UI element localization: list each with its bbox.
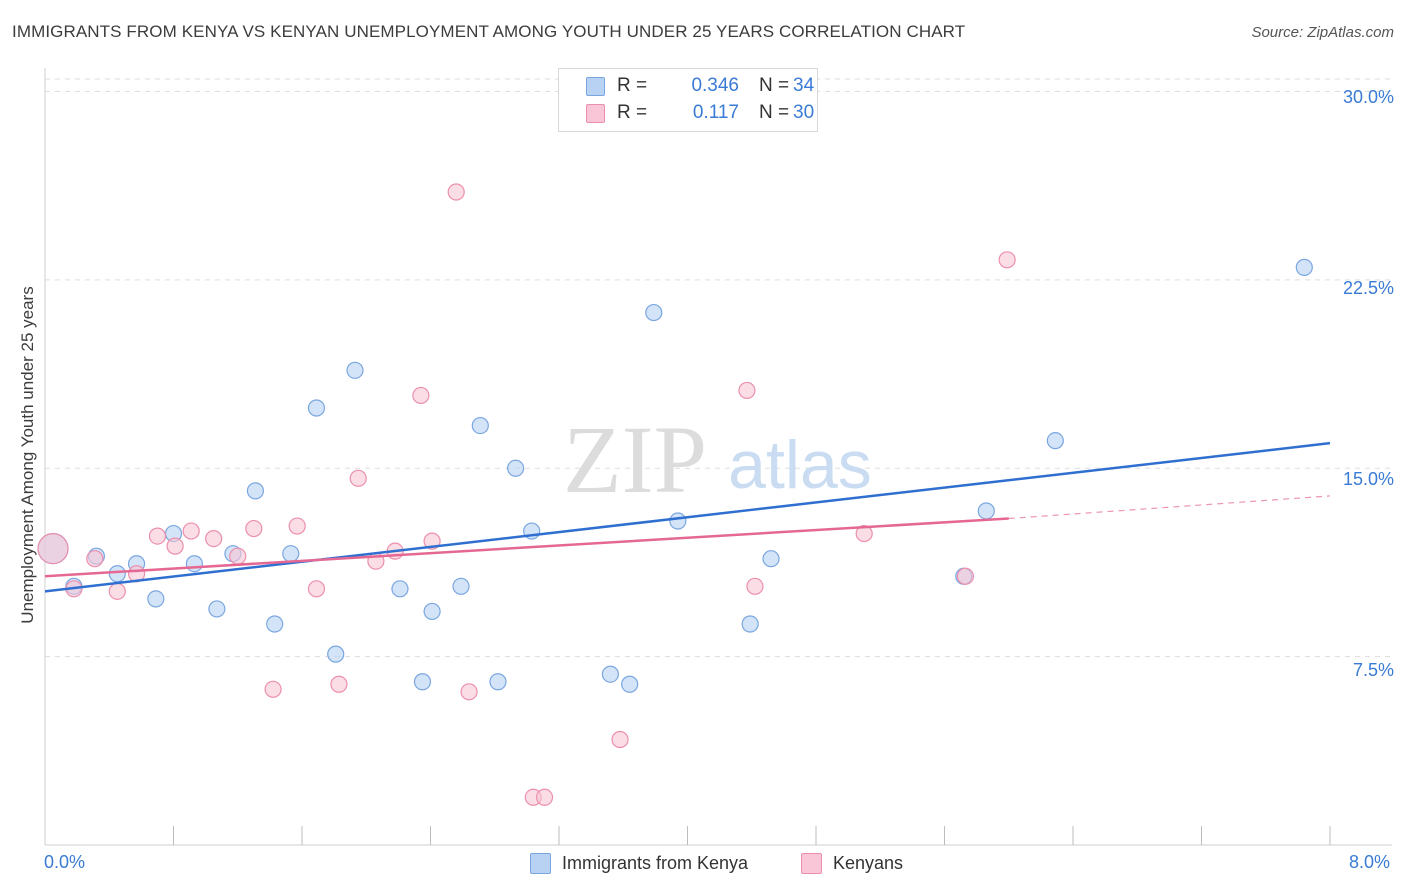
kenya-immigrant-point — [423, 602, 441, 621]
data-points — [37, 183, 1313, 806]
bottom-legend-label: Kenyans — [833, 853, 904, 873]
kenyans-trend-extension — [1008, 495, 1331, 520]
legend-r-value: 0.117 — [692, 102, 739, 123]
axes — [44, 68, 1392, 846]
kenyans-point — [460, 683, 478, 701]
kenya-immigrant-point — [621, 675, 639, 693]
kenyans-point — [349, 469, 367, 487]
kenya-immigrant-point — [266, 615, 284, 633]
kenya-immigrant-point — [471, 416, 489, 435]
kenyans-trend-line — [44, 517, 1009, 578]
kenyans-point — [330, 675, 348, 693]
kenya-immigrant-point — [327, 645, 345, 663]
legend-n-label: N = — [759, 102, 790, 123]
kenyans-point — [746, 577, 764, 595]
kenyans-point — [447, 183, 465, 201]
kenyans-point — [108, 582, 126, 600]
kenya-immigrant-point — [147, 590, 165, 608]
kenya-immigrant-point — [762, 550, 780, 568]
chart-source: Source: ZipAtlas.com — [1251, 24, 1394, 41]
kenya-immigrant-point — [669, 512, 687, 530]
grid-lines — [45, 78, 1392, 658]
kenya-immigrant-point — [391, 580, 409, 598]
kenyans-point — [307, 580, 326, 598]
kenya-immigrant-point — [601, 665, 620, 683]
kenyans-point — [288, 517, 306, 535]
kenya-immigrant-point — [346, 361, 364, 379]
legend-swatch-blue — [586, 77, 605, 96]
bottom-legend-swatch-pink — [801, 853, 822, 874]
y-axis-label: Unemployment Among Youth under 25 years — [18, 286, 37, 624]
kenya-immigrant-point — [282, 545, 300, 563]
kenya-immigrant-point — [246, 482, 265, 500]
kenya-immigrant-point — [452, 577, 470, 595]
kenyans-point — [611, 730, 629, 749]
kenya-immigrant-point — [413, 673, 432, 691]
y-tick-label-7-5: 7.5% — [1352, 660, 1394, 680]
kenyans-point — [855, 524, 873, 543]
trend-lines — [44, 441, 1331, 593]
kenyans-point — [245, 519, 263, 538]
bottom-legend-label: Immigrants from Kenya — [562, 853, 749, 873]
kenya-trend-line — [44, 441, 1331, 593]
correlation-legend: R = 0.346 N = 34 R = 0.117 N = 30 — [558, 68, 818, 132]
kenyans-point — [86, 550, 104, 568]
kenyans-point — [412, 386, 430, 405]
kenyans-point — [37, 533, 69, 565]
kenyans-point — [998, 251, 1016, 269]
legend-r-label: R = — [617, 102, 648, 123]
kenya-immigrant-point — [645, 303, 663, 322]
kenyans-point — [738, 381, 756, 400]
x-tick-label-max: 8.0% — [1349, 852, 1391, 872]
kenya-immigrant-point — [307, 399, 326, 417]
kenya-immigrant-point — [489, 673, 507, 691]
kenya-immigrant-point — [208, 600, 226, 618]
kenyans-point — [148, 527, 167, 545]
watermark-zip: ZIP — [563, 406, 707, 513]
chart-title: IMMIGRANTS FROM KENYA VS KENYAN UNEMPLOY… — [12, 22, 966, 41]
legend-n-value: 34 — [793, 75, 815, 96]
legend-r-label: R = — [617, 75, 648, 96]
watermark-atlas: atlas — [728, 427, 872, 503]
legend-swatch-pink — [586, 104, 605, 123]
y-tick-label-15: 15.0% — [1342, 469, 1394, 489]
kenyans-point — [956, 567, 974, 585]
legend-r-value: 0.346 — [691, 75, 739, 96]
y-tick-label-22-5: 22.5% — [1342, 278, 1394, 298]
y-tick-label-30: 30.0% — [1342, 87, 1394, 107]
kenyans-point — [205, 529, 223, 548]
watermark: ZIP atlas — [563, 406, 872, 513]
kenya-immigrant-point — [1046, 432, 1064, 450]
kenya-immigrant-point — [185, 555, 203, 573]
kenyans-point — [535, 788, 554, 806]
x-tick-label-min: 0.0% — [44, 852, 86, 872]
kenyans-point — [264, 680, 282, 698]
kenya-immigrant-point — [741, 615, 759, 633]
kenya-immigrant-point — [108, 565, 126, 583]
kenya-immigrant-point — [977, 502, 995, 520]
legend-n-value: 30 — [793, 102, 815, 123]
kenyans-point — [229, 547, 247, 565]
kenya-immigrant-point — [1295, 258, 1313, 276]
bottom-legend-swatch-blue — [530, 853, 551, 874]
legend-n-label: N = — [759, 75, 790, 96]
kenyans-point — [182, 522, 200, 540]
kenyans-point — [166, 537, 184, 555]
kenya-immigrant-point — [507, 459, 525, 477]
